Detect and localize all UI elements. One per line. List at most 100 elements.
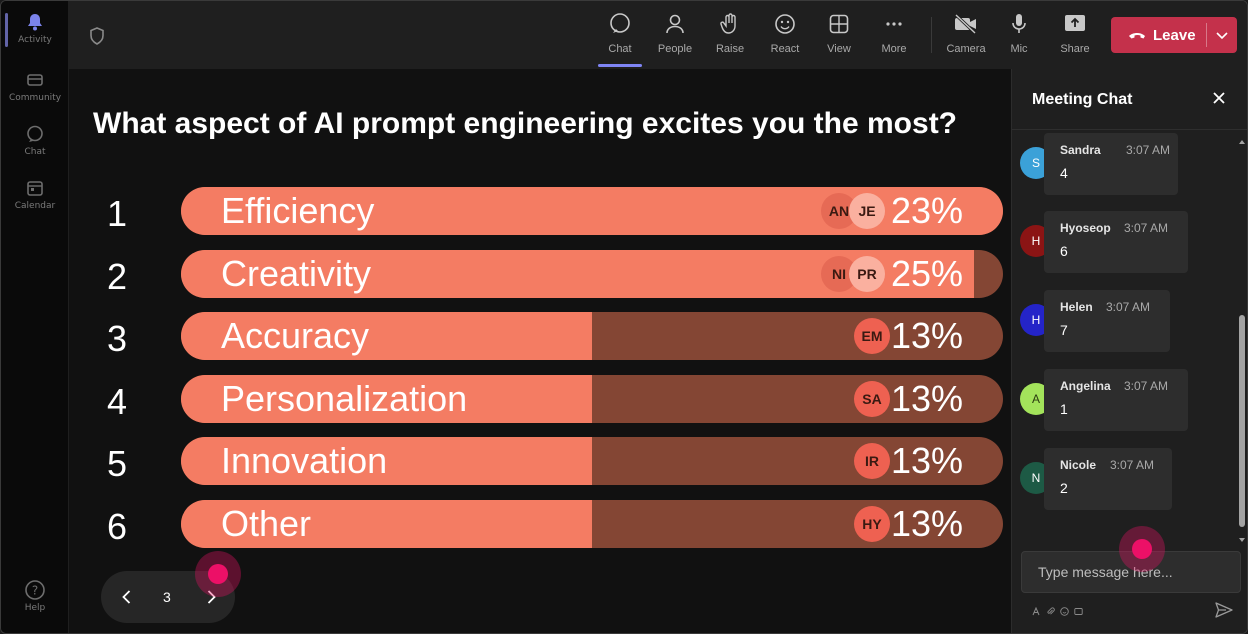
- help-icon: ?: [24, 579, 46, 601]
- poll-option-bar: Personalization SA 13%: [181, 375, 1003, 423]
- rail-item-activity[interactable]: Activity: [1, 1, 69, 55]
- leave-button[interactable]: Leave: [1111, 17, 1237, 53]
- poll-question: What aspect of AI prompt engineering exc…: [93, 107, 958, 140]
- pointer-highlight: [195, 551, 241, 597]
- toolbar-button-label: React: [770, 43, 800, 55]
- toolbar-divider: [931, 17, 932, 53]
- message-sender: Nicole: [1060, 458, 1097, 472]
- poll-option-label: Accuracy: [221, 315, 370, 356]
- rail-item-label: Calendar: [14, 201, 56, 211]
- scroll-down-arrow-icon[interactable]: [1238, 531, 1246, 542]
- emoji-icon[interactable]: [1060, 603, 1069, 616]
- toolbar-button-label: Mic: [1010, 43, 1028, 55]
- poll-option-row[interactable]: 1 Efficiency AN JE 23%: [93, 187, 1005, 235]
- poll-option-label: Personalization: [221, 378, 468, 419]
- camera-off-icon: [953, 11, 979, 37]
- toolbar-more-button[interactable]: More: [869, 11, 919, 63]
- poll-option-rank: 4: [107, 381, 128, 422]
- toolbar-raise-button[interactable]: Raise: [705, 11, 755, 63]
- toolbar-react-button[interactable]: React: [760, 11, 810, 63]
- message-bubble: Angelina 3:07 AM 1: [1044, 369, 1188, 431]
- poll-option-bar: Creativity NI PR 25%: [181, 250, 1003, 298]
- meeting-toolbar: Chat People Raise React View: [69, 1, 1247, 69]
- more-icon: [881, 11, 907, 37]
- message-time: 3:07 AM: [1124, 221, 1169, 235]
- poll-option-fill: [181, 437, 592, 485]
- poll-option-row[interactable]: 2 Creativity NI PR 25%: [93, 250, 1005, 298]
- poll-option-label: Creativity: [221, 253, 372, 294]
- bell-icon: [24, 11, 46, 33]
- message-text: 7: [1060, 322, 1068, 338]
- rail-item-label: Community: [8, 93, 62, 103]
- message-bubble: Hyoseop 3:07 AM 6: [1044, 211, 1188, 273]
- message-bubble: Helen 3:07 AM 7: [1044, 290, 1170, 352]
- poll-option-bar: Innovation IR 13%: [181, 437, 1003, 485]
- compose-toolbar: [1032, 603, 1083, 616]
- message-sender: Angelina: [1060, 379, 1111, 393]
- toolbar-people-button[interactable]: People: [650, 11, 700, 63]
- pointer-highlight: [1119, 526, 1165, 572]
- svg-text:?: ?: [32, 584, 38, 598]
- poll-option-row[interactable]: 6 Other HY 13%: [93, 500, 1005, 548]
- attach-icon[interactable]: [1046, 603, 1055, 615]
- poll-option-bar: Accuracy EM 13%: [181, 312, 1003, 360]
- close-icon[interactable]: [1210, 89, 1228, 107]
- toolbar-camera-button[interactable]: Camera: [941, 11, 991, 63]
- poll-option-bar: Other HY 13%: [181, 500, 1003, 548]
- leave-label: Leave: [1153, 26, 1196, 44]
- chat-scrollbar[interactable]: [1236, 131, 1247, 543]
- poll-option-rank: 1: [107, 193, 128, 234]
- chevron-right-icon[interactable]: [201, 587, 221, 607]
- message-time: 3:07 AM: [1124, 379, 1169, 393]
- message-time: 3:07 AM: [1106, 300, 1151, 314]
- toolbar-button-label: Share: [1060, 43, 1090, 55]
- app-rail: Activity Community Chat Calendar ? Help: [1, 1, 69, 633]
- chat-message-input[interactable]: [1021, 551, 1241, 593]
- poll-option-rank: 3: [107, 318, 128, 359]
- scroll-up-arrow-icon[interactable]: [1238, 133, 1246, 144]
- avatar: PR: [849, 256, 885, 292]
- poll-option-label: Innovation: [221, 440, 388, 481]
- send-icon[interactable]: [1214, 601, 1234, 619]
- smile-icon: [772, 11, 798, 37]
- poll-option-percent: 13%: [890, 440, 963, 481]
- rail-item-calendar[interactable]: Calendar: [1, 167, 69, 221]
- gif-icon[interactable]: [1074, 603, 1083, 615]
- rail-item-label: Chat: [24, 147, 46, 157]
- rail-item-label: Activity: [18, 35, 52, 45]
- rail-item-community[interactable]: Community: [1, 59, 69, 113]
- toolbar-button-label: View: [827, 43, 851, 55]
- toolbar-share-button[interactable]: Share: [1050, 11, 1100, 63]
- toolbar-button-label: Camera: [946, 43, 986, 55]
- toolbar-button-label: People: [657, 43, 693, 55]
- message-text: 1: [1060, 401, 1068, 417]
- message-time: 3:07 AM: [1126, 143, 1171, 157]
- community-icon: [24, 69, 46, 91]
- people-icon: [662, 11, 688, 37]
- poll-option-row[interactable]: 5 Innovation IR 13%: [93, 437, 1005, 485]
- grid-icon: [826, 11, 852, 37]
- poll-option-percent: 13%: [890, 378, 963, 419]
- toolbar-view-button[interactable]: View: [814, 11, 864, 63]
- poll-option-rank: 6: [107, 506, 128, 547]
- scrollbar-thumb[interactable]: [1239, 315, 1245, 527]
- phone-hangup-icon: [1127, 25, 1147, 45]
- avatar: SA: [854, 381, 890, 417]
- chat-bubble-icon: [607, 11, 633, 37]
- toolbar-button-label: Chat: [608, 43, 632, 55]
- poll-option-row[interactable]: 4 Personalization SA 13%: [93, 375, 1005, 423]
- chat-icon: [24, 123, 46, 145]
- poll-option-row[interactable]: 3 Accuracy EM 13%: [93, 312, 1005, 360]
- toolbar-button-label: More: [881, 43, 907, 55]
- chevron-down-icon[interactable]: [1212, 25, 1232, 45]
- toolbar-mic-button[interactable]: Mic: [994, 11, 1044, 63]
- chevron-left-icon[interactable]: [117, 587, 137, 607]
- rail-item-chat[interactable]: Chat: [1, 113, 69, 167]
- poll-option-label: Other: [221, 503, 312, 544]
- chat-panel-title: Meeting Chat: [1032, 91, 1133, 108]
- rail-item-help[interactable]: ? Help: [1, 569, 69, 623]
- format-text-icon[interactable]: [1032, 603, 1041, 616]
- message-bubble: Sandra 3:07 AM 4: [1044, 133, 1178, 195]
- toolbar-chat-button[interactable]: Chat: [595, 11, 645, 67]
- message-time: 3:07 AM: [1110, 458, 1155, 472]
